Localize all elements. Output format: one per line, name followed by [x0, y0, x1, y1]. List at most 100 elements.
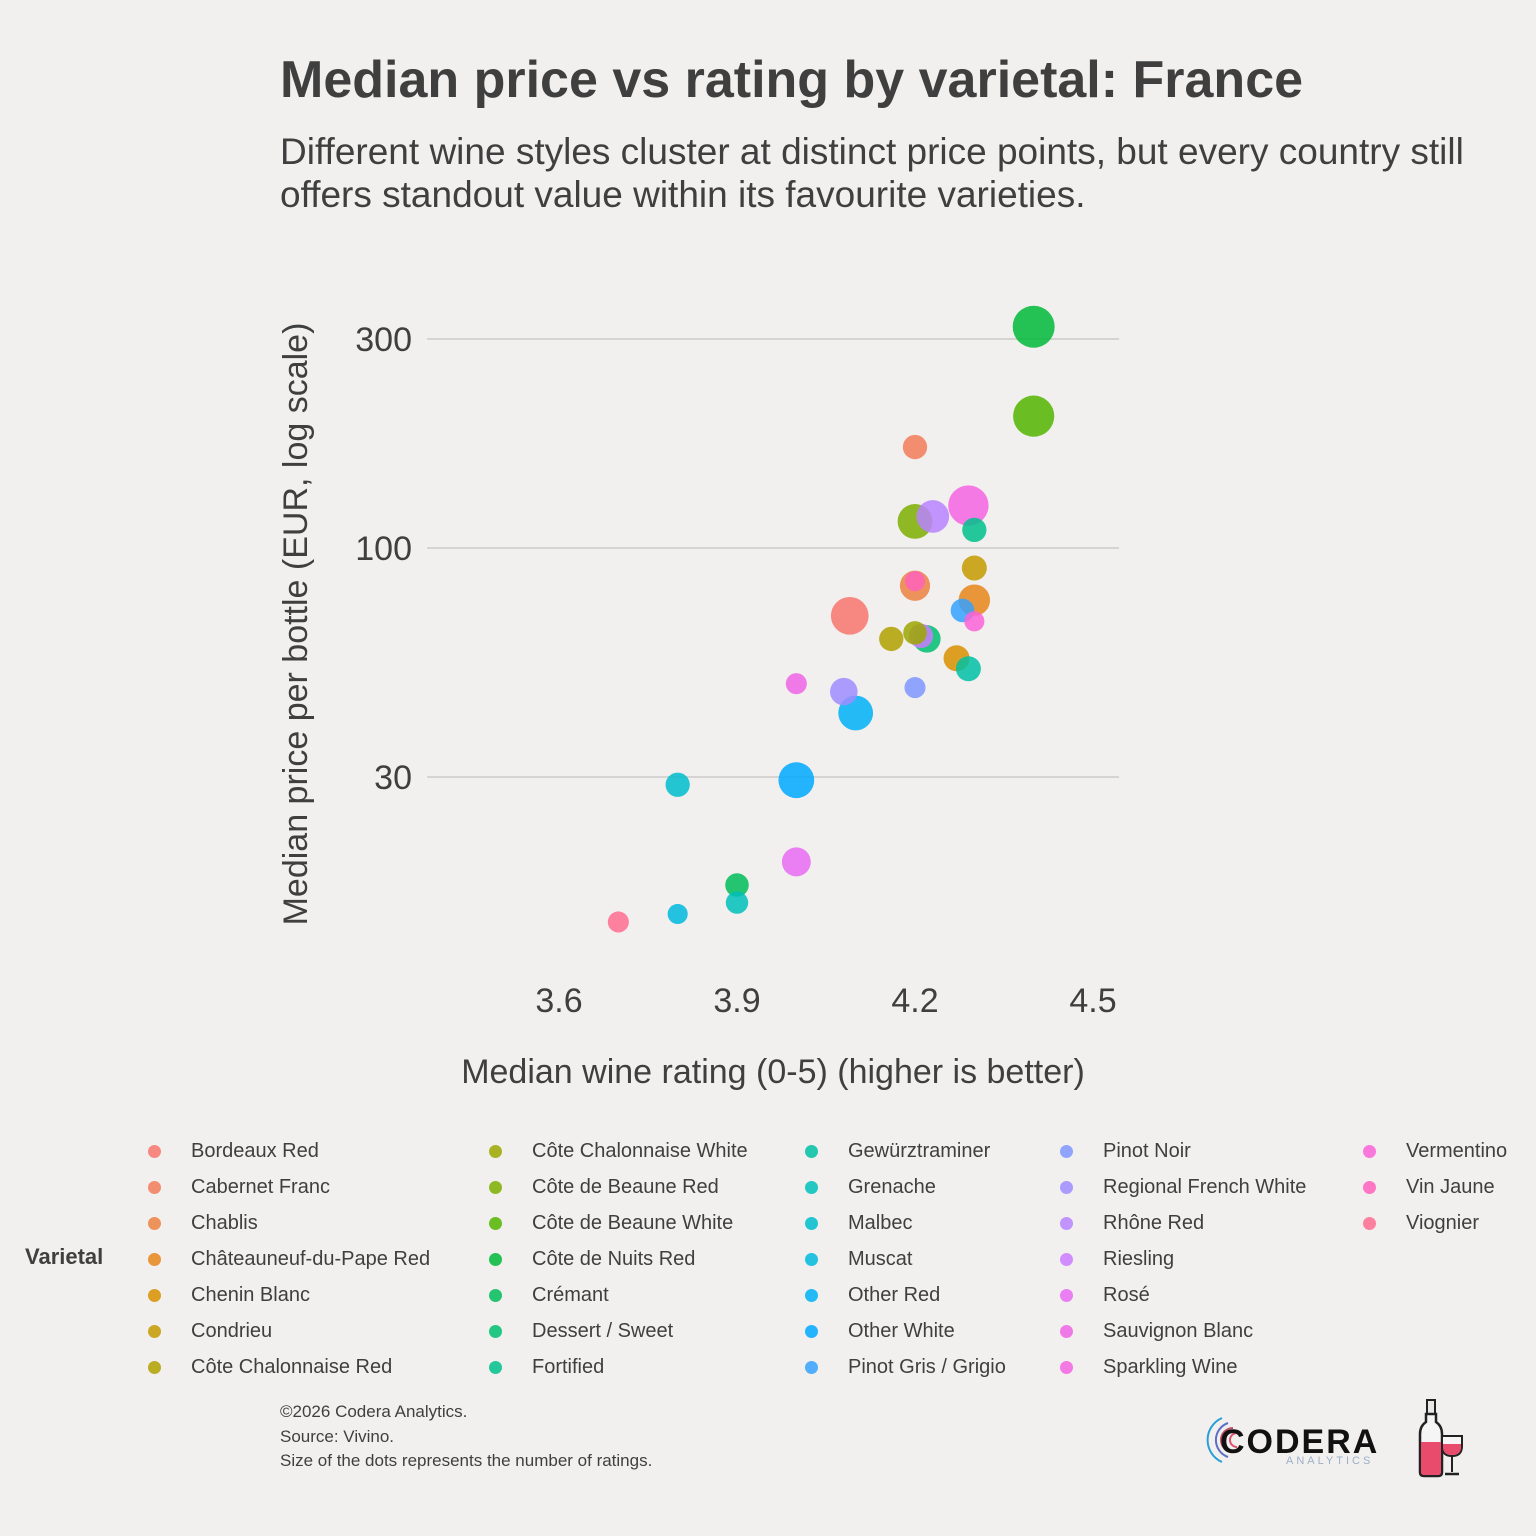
legend-swatch [1060, 1144, 1073, 1158]
caption-size-note: Size of the dots represents the number o… [280, 1451, 653, 1470]
legend-label: Côte de Beaune White [532, 1212, 734, 1234]
logo-tagline: ANALYTICS [1286, 1455, 1373, 1467]
legend-item: Côte de Beaune Red [489, 1172, 719, 1202]
data-point-c-te-chalonnaise-white [903, 621, 927, 645]
data-point-condrieu [961, 555, 987, 581]
legend-label: Chenin Blanc [191, 1284, 310, 1306]
legend-item: Sauvignon Blanc [1060, 1316, 1253, 1346]
data-point-viognier [607, 911, 629, 933]
legend-swatch [148, 1144, 161, 1158]
legend-item: Rhône Red [1060, 1208, 1204, 1238]
y-tick-label: 30 [374, 759, 412, 797]
legend-item: Vermentino [1363, 1136, 1507, 1166]
logo-name: CODERA [1220, 1423, 1379, 1461]
legend-swatch [148, 1252, 161, 1266]
data-point-c-te-de-nuits-red [1012, 305, 1055, 348]
data-point-gew-rztraminer [955, 656, 981, 682]
y-tick-label: 100 [355, 530, 412, 568]
data-point-cr-mant [725, 873, 749, 897]
legend-item: Fortified [489, 1352, 604, 1382]
legend-label: Chablis [191, 1212, 258, 1234]
legend-swatch [489, 1288, 502, 1302]
legend-swatch [1363, 1144, 1376, 1158]
legend-swatch [1060, 1180, 1073, 1194]
legend-swatch [805, 1216, 818, 1230]
data-point-pinot-noir [904, 677, 926, 699]
legend-item: Côte de Beaune White [489, 1208, 733, 1238]
legend-item: Chablis [148, 1208, 258, 1238]
legend-item: Rosé [1060, 1280, 1150, 1310]
data-point-other-white [778, 762, 815, 799]
legend-item: Côte Chalonnaise Red [148, 1352, 392, 1382]
fingerprint-icon [1206, 1417, 1238, 1463]
legend-item: Châteauneuf-du-Pape Red [148, 1244, 430, 1274]
legend-item: Condrieu [148, 1316, 272, 1346]
legend-swatch [1060, 1360, 1073, 1374]
gridlines [427, 338, 1119, 778]
x-tick-label: 4.2 [891, 982, 938, 1020]
legend-swatch [489, 1324, 502, 1338]
data-point-muscat [667, 903, 688, 925]
caption-source: Source: Vivino. [280, 1426, 395, 1446]
legend-item: Viognier [1363, 1208, 1479, 1238]
legend-label: Rosé [1103, 1284, 1150, 1306]
legend-swatch [805, 1288, 818, 1302]
legend-item: Other Red [805, 1280, 940, 1310]
legend-label: Côte Chalonnaise Red [191, 1356, 393, 1378]
chart-subtitle: Different wine styles cluster at distinc… [280, 131, 1464, 215]
data-point-c-te-chalonnaise-red [879, 626, 904, 652]
legend-swatch [148, 1216, 161, 1230]
legend-item: Vin Jaune [1363, 1172, 1495, 1202]
data-point-cabernet-franc [902, 434, 928, 460]
legend-label: Riesling [1103, 1248, 1175, 1270]
y-axis-ticks: 30 100 300 [355, 321, 412, 797]
legend-item: Cabernet Franc [148, 1172, 330, 1202]
data-point-sparkling-wine [948, 485, 989, 526]
legend-label: Muscat [848, 1248, 913, 1270]
x-tick-label: 4.5 [1069, 982, 1116, 1020]
data-point-c-te-de-beaune-white [1013, 395, 1055, 437]
y-axis-label: Median price per bottle (EUR, log scale) [277, 323, 315, 926]
caption: ©2026 Codera Analytics. Source: Vivino. … [280, 1400, 652, 1474]
legend-swatch [805, 1360, 818, 1374]
legend-swatch [489, 1252, 502, 1266]
legend-item: Sparkling Wine [1060, 1352, 1238, 1382]
legend-swatch [1060, 1252, 1073, 1266]
legend-item: Côte Chalonnaise White [489, 1136, 748, 1166]
data-point-fortified [962, 517, 987, 543]
legend-swatch [805, 1252, 818, 1266]
legend-label: Rhône Red [1103, 1212, 1205, 1234]
legend-label: Sparkling Wine [1103, 1356, 1238, 1378]
legend-swatch [1060, 1324, 1073, 1338]
x-tick-label: 3.9 [713, 982, 760, 1020]
legend-swatch [148, 1180, 161, 1194]
legend-label: Malbec [848, 1212, 913, 1234]
legend-label: Pinot Gris / Grigio [848, 1356, 1006, 1378]
legend-swatch [489, 1144, 502, 1158]
legend-item: Dessert / Sweet [489, 1316, 673, 1346]
legend-label: Condrieu [191, 1320, 273, 1342]
caption-copyright: ©2026 Codera Analytics. [280, 1402, 468, 1421]
wine-bottle-icon [1418, 1399, 1444, 1478]
legend-item: Muscat [805, 1244, 912, 1274]
data-point-vermentino [964, 611, 985, 632]
legend-title: Varietal [25, 1244, 104, 1269]
legend-label: Fortified [532, 1356, 605, 1378]
x-axis-label: Median wine rating (0-5) (higher is bett… [461, 1053, 1085, 1091]
legend-label: Côte de Beaune Red [532, 1176, 719, 1198]
wine-glass-icon [1441, 1435, 1463, 1476]
legend-swatch [489, 1216, 502, 1230]
chart-title: Median price vs rating by varietal: Fran… [280, 51, 1304, 109]
legend-label: Cabernet Franc [191, 1176, 330, 1198]
legend-label: Crémant [532, 1284, 609, 1306]
legend-item: Bordeaux Red [148, 1136, 319, 1166]
x-axis-ticks: 3.6 3.9 4.2 4.5 [535, 982, 1116, 1020]
data-point-grenache [725, 891, 749, 914]
legend-item: Côte de Nuits Red [489, 1244, 695, 1274]
legend-item: Crémant [489, 1280, 609, 1310]
legend-swatch [148, 1324, 161, 1338]
legend-label: Other White [848, 1320, 955, 1342]
legend-label: Other Red [848, 1284, 941, 1306]
codera-logo: CODERA ANALYTICS [1206, 1399, 1463, 1478]
legend-item: Regional French White [1060, 1172, 1306, 1202]
